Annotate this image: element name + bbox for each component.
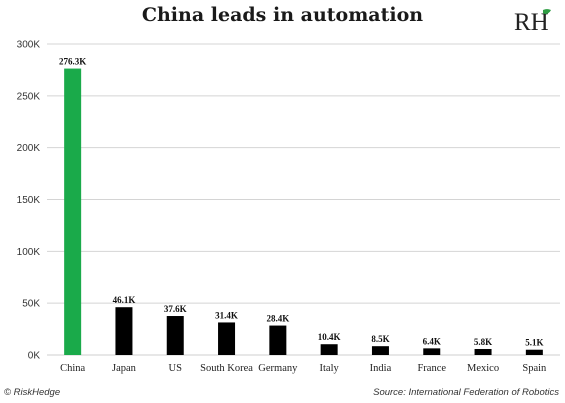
data-label: 276.3K xyxy=(59,57,86,67)
bars xyxy=(64,68,543,355)
data-label: 5.1K xyxy=(525,338,543,348)
bar xyxy=(423,348,441,355)
chart-title: China leads in automation xyxy=(141,4,424,26)
x-tick-label: Spain xyxy=(522,363,547,374)
x-tick-label: India xyxy=(370,363,392,374)
data-label: 31.4K xyxy=(215,310,238,320)
y-tick-label: 300K xyxy=(17,40,41,51)
leaf-icon xyxy=(543,9,551,14)
y-tick-label: 100K xyxy=(17,247,41,258)
gridlines xyxy=(47,43,560,356)
x-axis-ticks: China Japan US South Korea Germany Italy India… xyxy=(60,363,547,374)
x-tick-label: France xyxy=(417,363,446,374)
bar xyxy=(269,325,287,355)
x-tick-label: South Korea xyxy=(200,363,253,374)
bar xyxy=(115,307,133,355)
x-tick-label: Italy xyxy=(320,363,340,374)
bar xyxy=(371,346,389,355)
bar xyxy=(64,68,82,355)
y-tick-label: 150K xyxy=(17,195,41,206)
copyright-text: © RiskHedge xyxy=(4,387,61,398)
data-label: 6.4K xyxy=(423,336,441,346)
source-text: Source: International Federation of Robo… xyxy=(373,387,559,398)
y-tick-label: 50K xyxy=(22,299,40,310)
bar xyxy=(320,344,338,355)
data-label: 8.5K xyxy=(371,334,389,344)
x-tick-label: China xyxy=(60,363,85,374)
data-label: 5.8K xyxy=(474,337,492,347)
y-tick-label: 200K xyxy=(17,143,41,154)
y-tick-label: 0K xyxy=(28,351,41,362)
y-axis-ticks: 0K 50K 100K 150K 200K 250K 300K xyxy=(17,40,41,362)
x-tick-label: Germany xyxy=(258,363,298,374)
x-tick-label: Japan xyxy=(112,363,137,374)
x-tick-label: Mexico xyxy=(467,363,499,374)
data-label: 46.1K xyxy=(113,295,136,305)
data-label: 10.4K xyxy=(318,332,341,342)
bar xyxy=(166,316,184,355)
data-label: 37.6K xyxy=(164,304,187,314)
logo-mark: RH xyxy=(514,9,551,36)
bar xyxy=(525,349,543,355)
data-labels: 276.3K 46.1K 37.6K 31.4K 28.4K 10.4K 8.5K 6.4K 5… xyxy=(59,57,543,348)
bar xyxy=(474,348,492,355)
x-tick-label: US xyxy=(169,363,183,374)
logo-text: RH xyxy=(514,9,549,36)
y-tick-label: 250K xyxy=(17,91,41,102)
riskhedge-logo: RH xyxy=(513,4,553,43)
data-label: 28.4K xyxy=(266,314,289,324)
bar xyxy=(218,322,236,355)
